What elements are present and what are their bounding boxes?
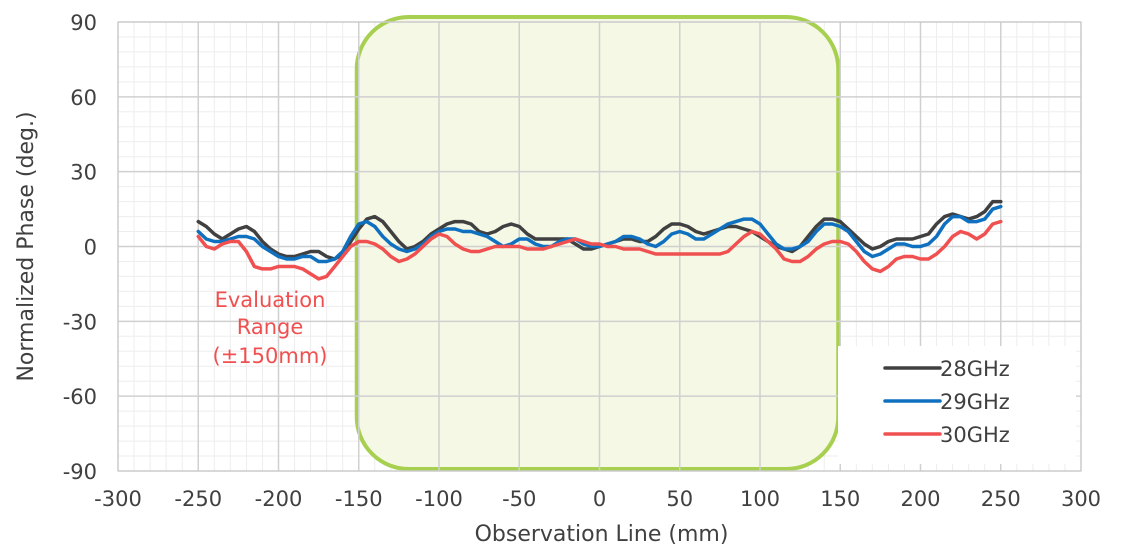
- x-tick-label: -300: [94, 487, 142, 511]
- y-tick-label: 30: [70, 161, 97, 185]
- series-group: [196, 199, 1003, 281]
- x-tick-label: -200: [255, 487, 303, 511]
- y-tick-label: 90: [70, 11, 97, 35]
- plot-area-border: [117, 21, 1082, 472]
- annotation-line: (±150mm): [213, 344, 328, 368]
- series-line-29GHz: [196, 204, 1003, 264]
- y-tick-label: -30: [63, 310, 97, 334]
- y-axis-title: Normalized Phase (deg.): [14, 111, 39, 381]
- y-tick-label: 60: [70, 86, 97, 110]
- x-tick-label: 0: [593, 487, 606, 511]
- legend-label: 28GHz: [940, 357, 1010, 381]
- x-tick-label: -250: [174, 487, 222, 511]
- annotation-line: Evaluation: [215, 288, 326, 312]
- annotation-line: Range: [237, 315, 304, 339]
- legend-label: 29GHz: [940, 390, 1010, 414]
- x-tick-label: 150: [820, 487, 860, 511]
- y-tick-label: -60: [63, 385, 97, 409]
- annotation: Evaluation Range (±150mm): [213, 288, 328, 368]
- legend-label: 30GHz: [940, 423, 1010, 447]
- x-tick-label: 250: [981, 487, 1021, 511]
- x-tick-label: -50: [502, 487, 536, 511]
- x-tick-label: 50: [666, 487, 693, 511]
- x-tick-label: 100: [740, 487, 780, 511]
- legend-box: [838, 346, 1076, 464]
- x-axis-title: Observation Line (mm): [475, 522, 729, 547]
- x-tick-label: -150: [335, 487, 383, 511]
- x-tick-label: -100: [415, 487, 463, 511]
- y-tick-label: 0: [84, 236, 97, 260]
- series-line-30GHz: [196, 219, 1003, 281]
- legend: 28GHz 29GHz 30GHz: [838, 346, 1076, 464]
- axes: -300 -250 -200 -150 -100 -50 0 50 100 150 200 250 30…: [14, 11, 1101, 547]
- y-tick-label: -90: [63, 460, 97, 484]
- x-tick-label: 300: [1061, 487, 1101, 511]
- x-tick-label: 200: [900, 487, 940, 511]
